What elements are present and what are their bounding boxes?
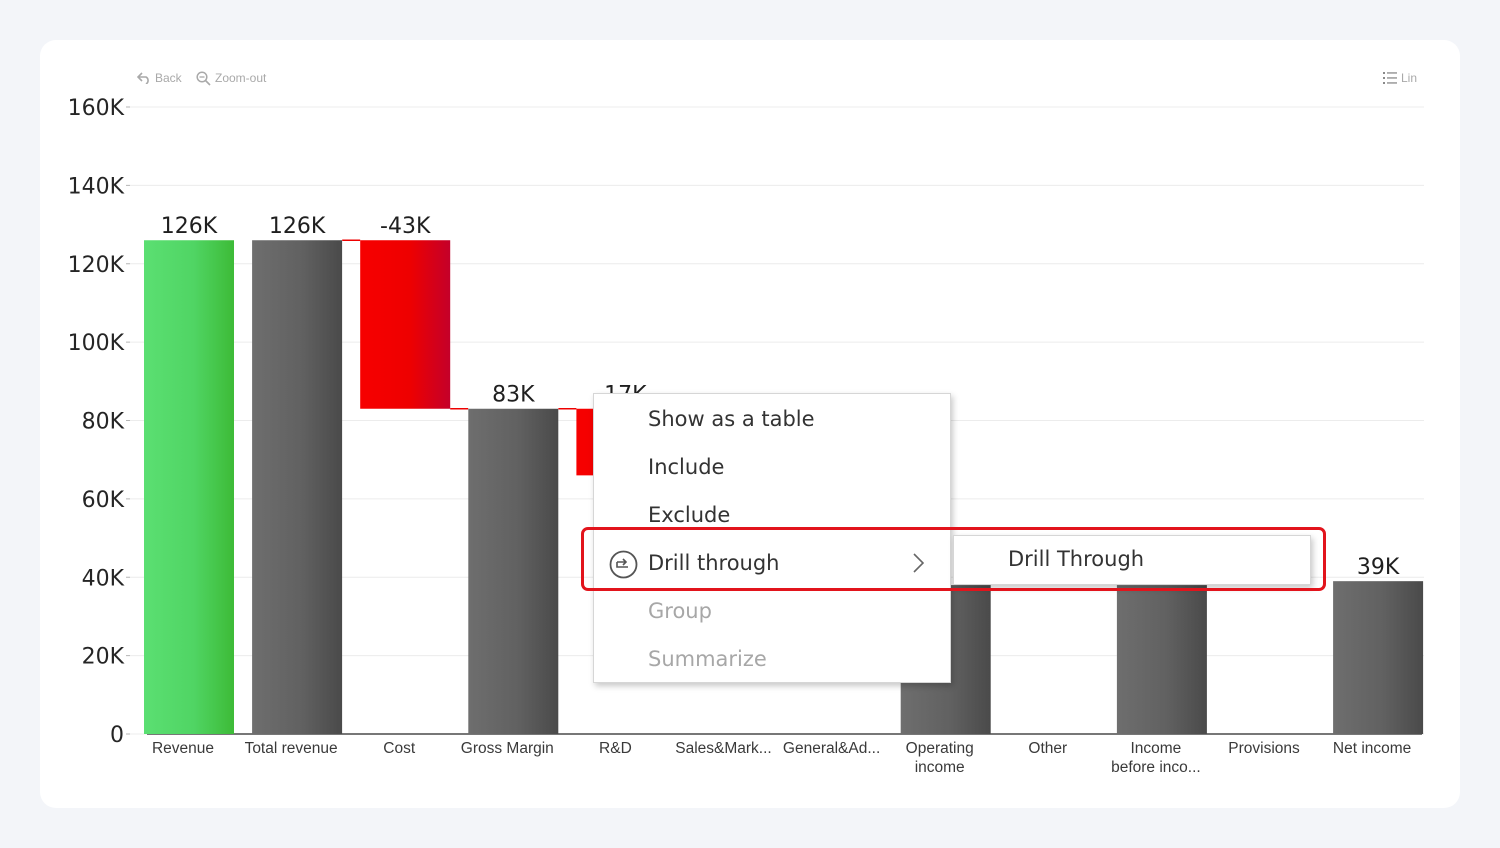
x-tick-label: Total revenue — [245, 740, 338, 757]
undo-arrow-icon — [137, 72, 149, 84]
x-tick-label: Gross Margin — [461, 740, 554, 757]
menu-item-summarize: Summarize — [594, 635, 950, 683]
menu-item-label: Summarize — [648, 647, 767, 671]
chevron-right-icon — [913, 553, 924, 573]
menu-item-include[interactable]: Include — [594, 443, 950, 491]
menu-item-label: Exclude — [648, 503, 731, 527]
menu-item-exclude[interactable]: Exclude — [594, 491, 950, 539]
menu-item-group: Group — [594, 587, 950, 635]
back-button[interactable]: Back — [137, 70, 182, 86]
x-tick-label: General&Ad... — [783, 740, 880, 757]
x-tick-label: Net income — [1333, 740, 1411, 757]
y-tick-label: 60K — [82, 488, 125, 513]
menu-item-label: Include — [648, 455, 725, 479]
y-tick-label: 40K — [82, 566, 125, 591]
x-tick-label: Revenue — [152, 740, 214, 757]
context-menu: Show as a table Include Exclude Drill th… — [593, 393, 951, 683]
y-tick-label: 100K — [68, 331, 125, 356]
y-tick-label: 20K — [82, 645, 125, 670]
menu-item-show-as-table[interactable]: Show as a table — [594, 395, 950, 443]
x-tick-label: Cost — [383, 740, 416, 757]
bar-1[interactable] — [144, 240, 234, 735]
menu-item-label: Show as a table — [648, 407, 815, 431]
back-label: Back — [155, 71, 182, 85]
x-tick-label: Sales&Mark... — [675, 740, 771, 757]
scale-label: Lin — [1401, 71, 1418, 85]
y-tick-label: 160K — [68, 96, 125, 121]
data-label: 39K — [1357, 555, 1400, 580]
data-label: -43K — [380, 214, 431, 239]
x-tick-label: Provisions — [1228, 740, 1300, 757]
data-label: 126K — [161, 214, 218, 239]
bar-12[interactable] — [1333, 581, 1424, 734]
x-tick-label: Other — [1028, 740, 1067, 757]
menu-item-drill-through[interactable]: Drill through — [594, 539, 950, 587]
y-tick-label: 140K — [68, 174, 125, 199]
bar-3[interactable] — [360, 240, 451, 409]
zoom-out-label: Zoom-out — [215, 71, 267, 85]
submenu-item-drill-through[interactable]: Drill Through — [1008, 547, 1145, 571]
x-tick-label: Income before inco... — [1111, 740, 1201, 776]
drill-through-submenu[interactable]: Drill Through — [953, 535, 1311, 585]
scale-toggle-button[interactable]: Lin — [1383, 70, 1417, 86]
x-tick-label: Operating income — [906, 740, 974, 776]
bar-4[interactable] — [468, 408, 559, 734]
zoom-out-button[interactable]: Zoom-out — [196, 70, 266, 86]
y-tick-label: 80K — [82, 410, 125, 435]
menu-item-label: Group — [648, 599, 712, 623]
list-lines-icon — [1383, 72, 1397, 84]
menu-item-label: Drill through — [648, 551, 780, 575]
y-tick-label: 0 — [110, 723, 124, 748]
bar-2[interactable] — [252, 240, 343, 735]
drill-through-icon — [609, 550, 638, 579]
x-tick-label: R&D — [599, 740, 632, 757]
y-tick-label: 120K — [68, 253, 125, 278]
magnifier-minus-icon — [196, 70, 211, 86]
bar-10[interactable] — [1116, 585, 1207, 734]
data-label: 83K — [492, 383, 535, 408]
data-label: 126K — [269, 214, 326, 239]
